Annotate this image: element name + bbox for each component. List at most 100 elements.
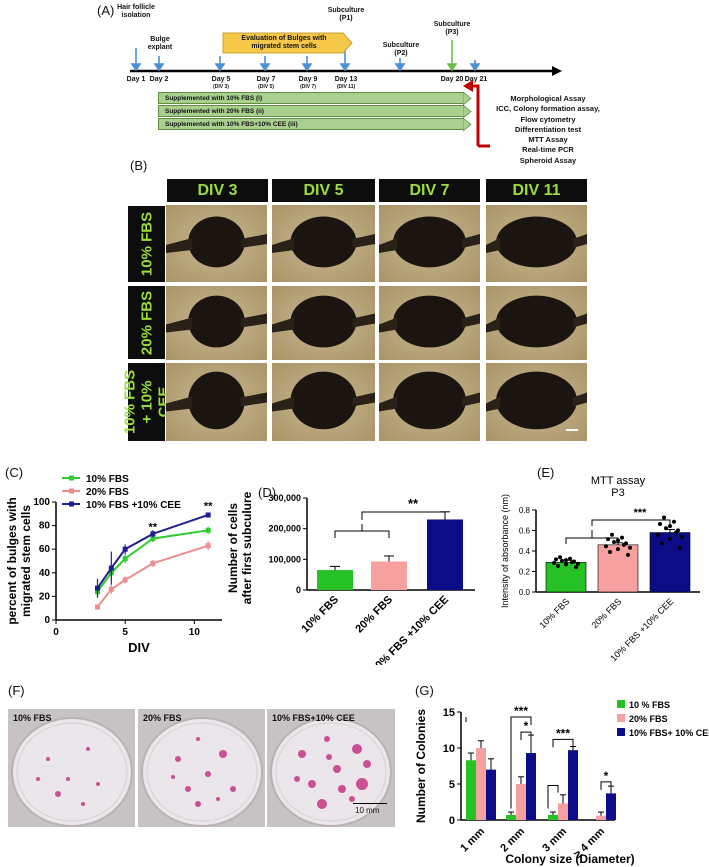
data-point	[205, 527, 211, 533]
legend-swatch	[617, 700, 625, 708]
panel-label-d: (D)	[258, 485, 277, 500]
significance-bracket	[520, 731, 532, 741]
bar	[597, 544, 639, 593]
bar	[526, 753, 536, 820]
colony-spot	[46, 757, 50, 761]
y-axis-title: Intensity of absorbance (nm)	[500, 494, 510, 608]
hair-shaft	[379, 317, 398, 333]
bar	[545, 561, 587, 593]
x-tick-label: 10% FBS	[537, 596, 571, 630]
evaluation-banner	[222, 32, 353, 54]
data-point	[628, 545, 632, 550]
colony-spot	[196, 737, 200, 741]
panel-label-g: (G)	[415, 683, 434, 698]
hair-shaft	[166, 396, 193, 412]
y-tick-label: 200,000	[268, 524, 301, 534]
significance-marker: ***	[634, 507, 648, 519]
legend-swatch	[617, 714, 625, 722]
colony-spot	[36, 777, 40, 781]
chart-title: MTT assay	[591, 475, 646, 487]
x-tick-label: 10% FBS	[299, 594, 341, 636]
colony-spot	[308, 780, 316, 788]
data-point	[205, 543, 211, 549]
hair-shaft	[379, 237, 398, 253]
data-point	[554, 557, 558, 562]
data-point	[122, 577, 128, 583]
data-point	[564, 562, 568, 567]
row-label-cee: 10% FBS + 10% CEE	[121, 363, 172, 441]
data-point	[568, 556, 572, 561]
micrograph-grid	[166, 205, 587, 441]
colony-spot	[230, 786, 236, 792]
legend-label: 10% FBS +10% CEE	[86, 500, 181, 511]
bulge-explant	[290, 371, 357, 430]
colony-spot	[363, 760, 371, 768]
legend-marker	[69, 488, 74, 494]
bar	[427, 519, 463, 590]
data-point	[564, 558, 568, 563]
day-label: Day 13 (DIV 11)	[334, 76, 358, 90]
hair-shaft	[240, 233, 267, 248]
panel-label-b: (B)	[130, 158, 148, 173]
x-tick-label: 0	[53, 627, 59, 638]
data-point	[672, 519, 676, 524]
colony-spot	[356, 778, 368, 790]
data-point	[658, 521, 662, 526]
data-point	[662, 515, 666, 520]
y-tick-label: 100,000	[268, 554, 301, 564]
data-point	[95, 604, 100, 610]
y-axis-title-line2: migrated stem cells	[19, 505, 33, 617]
y-tick-label: 80	[39, 521, 51, 532]
colony-spot	[175, 756, 181, 762]
data-point	[570, 560, 574, 565]
legend-label: 10% FBS+ 10% CEE	[629, 728, 709, 738]
data-point	[620, 535, 624, 540]
hair-shaft	[272, 237, 295, 253]
significance-bracket	[565, 530, 619, 544]
significance-marker: ***	[556, 726, 570, 740]
colony-spot	[216, 797, 220, 801]
significance-bracket	[361, 511, 446, 520]
bar	[649, 532, 691, 593]
y-tick-label: 100	[33, 497, 50, 508]
significance-marker: ***	[514, 704, 528, 718]
day-label: Day 21	[464, 76, 488, 83]
bar	[486, 769, 496, 820]
data-point	[660, 541, 664, 546]
column-header-div3: DIV 3	[167, 179, 268, 202]
data-point	[616, 547, 620, 552]
bar	[476, 748, 486, 820]
data-point	[674, 530, 678, 535]
data-point	[95, 585, 100, 591]
bulge-explant	[393, 216, 466, 268]
day-label: Day 9 (DIV 7)	[298, 76, 318, 90]
data-point	[668, 524, 672, 529]
hair-shaft	[461, 233, 480, 248]
bulge-explant	[496, 295, 577, 348]
y-tick-label: 5	[449, 779, 455, 791]
column-header-div5: DIV 5	[272, 179, 375, 202]
significance-bracket	[465, 717, 512, 809]
series-line	[96, 544, 209, 608]
event-subculture-p1: Subculture (P1)	[327, 7, 365, 22]
significance-marker: *	[604, 769, 609, 783]
data-point	[150, 560, 156, 566]
data-point	[558, 555, 562, 560]
colony-spot	[55, 791, 61, 797]
significance-marker: **	[149, 522, 158, 534]
y-axis-title-line1: percent of bulges with	[5, 497, 19, 624]
data-point	[552, 560, 556, 565]
column-header-div11: DIV 11	[486, 179, 587, 202]
colony-spot	[294, 776, 300, 782]
chart-subtitle: P3	[611, 487, 624, 499]
hair-shaft	[352, 313, 375, 328]
significance-marker: **	[204, 500, 213, 512]
event-hair-follicle: Hair follicle isolation	[117, 4, 155, 19]
y-axis-title: Number of Colonies	[414, 709, 428, 823]
hair-shaft	[486, 396, 501, 412]
hair-shaft	[166, 317, 193, 333]
data-point	[205, 512, 211, 518]
bar	[371, 561, 407, 590]
data-point	[678, 545, 682, 550]
significance-bracket	[591, 519, 671, 526]
